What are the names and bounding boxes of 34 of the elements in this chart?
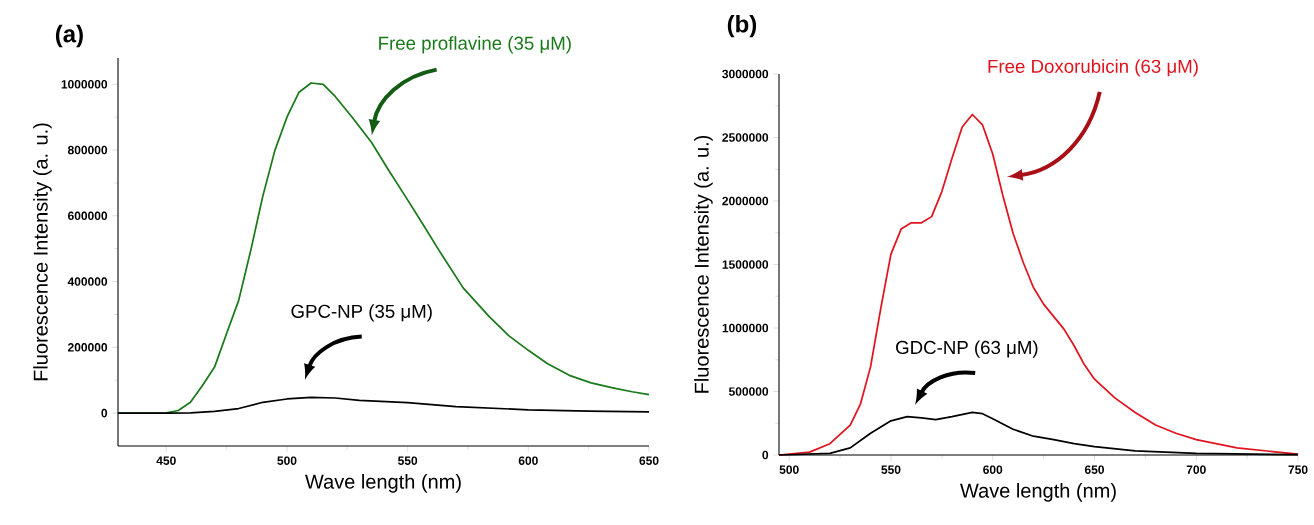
chart-title: (b)	[727, 14, 757, 38]
x-tick-label: 500	[779, 465, 799, 474]
text: GDC-NP (63 μM)	[896, 340, 1038, 358]
x-axis-title: Wave length (nm)	[305, 474, 461, 493]
x-tick-label: 750	[1288, 465, 1308, 474]
x-tick-label: 700	[1186, 465, 1206, 474]
text: Free proflavine (35 μM)	[379, 36, 571, 54]
x-tick-label: 650	[639, 456, 659, 465]
y-tick-label: 1000000	[61, 80, 108, 89]
y-tick-label: 800000	[67, 145, 108, 155]
x-tick-label: 650	[1084, 465, 1104, 474]
text: Free Doxorubicin (63 μM)	[988, 59, 1198, 77]
y-tick-label: 0	[762, 450, 769, 460]
y-tick-label: 1000000	[722, 323, 769, 333]
x-tick-label: 600	[518, 456, 538, 465]
y-axis-title: Fluorescence Intensity (a. u.)	[694, 135, 713, 393]
x-tick-label: 550	[881, 465, 901, 474]
y-tick-label: 400000	[67, 277, 108, 286]
chart-title: (a)	[55, 24, 83, 48]
y-tick-label: 0	[101, 408, 108, 418]
x-tick-label: 450	[156, 456, 176, 465]
y-tick-label: 3000000	[722, 69, 769, 79]
y-tick-label: 200000	[67, 343, 108, 352]
x-tick-label: 550	[398, 456, 418, 465]
x-axis-title: Wave length (nm)	[960, 483, 1116, 502]
text: GPC-NP (35 μM)	[291, 304, 432, 322]
y-tick-label: 2000000	[722, 196, 769, 206]
y-tick-label: 1500000	[722, 260, 769, 269]
y-axis-title: Fluorescence Intensity (a. u.)	[33, 123, 52, 381]
y-tick-label: 2500000	[722, 133, 769, 142]
y-tick-label: 500000	[728, 387, 769, 396]
x-tick-label: 500	[277, 456, 297, 465]
x-tick-label: 600	[983, 465, 1003, 474]
y-tick-label: 600000	[67, 211, 108, 221]
